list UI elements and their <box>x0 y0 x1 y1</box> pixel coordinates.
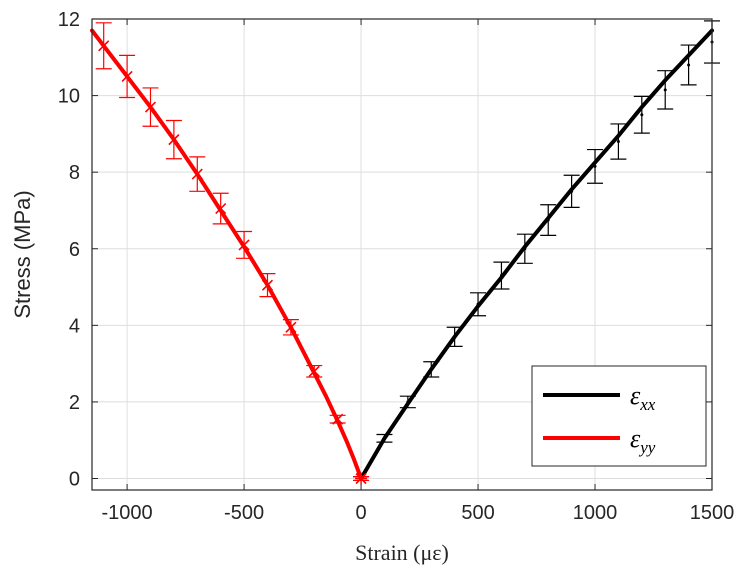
legend-subscript: yy <box>638 438 656 457</box>
x-tick-label: 500 <box>461 502 494 524</box>
data-point <box>98 40 110 52</box>
data-point <box>238 239 250 251</box>
data-point <box>261 279 274 291</box>
data-point <box>476 302 480 306</box>
data-point <box>168 134 180 146</box>
x-tick-label: 1000 <box>573 502 618 524</box>
y-tick-label: 6 <box>69 239 80 261</box>
data-point <box>285 321 297 333</box>
y-tick-label: 0 <box>69 469 80 491</box>
series-line <box>90 28 364 481</box>
tick-marks <box>92 18 713 490</box>
series-1 <box>90 22 370 485</box>
data-point <box>144 101 157 113</box>
legend-box <box>531 365 707 467</box>
y-tick-label: 4 <box>69 315 80 337</box>
y-tick-label: 8 <box>69 162 80 184</box>
data-point <box>332 413 344 425</box>
x-axis-label: Strain (με) <box>355 540 449 565</box>
data-point <box>593 164 597 168</box>
data-point <box>687 63 691 67</box>
data-point <box>640 113 644 117</box>
data-point <box>546 218 550 222</box>
legend-label: εxx <box>630 381 656 414</box>
series-line <box>359 28 714 481</box>
origin-marker <box>355 472 368 485</box>
series-layer <box>90 20 720 485</box>
x-tick-label: 0 <box>355 502 366 524</box>
data-point <box>406 400 410 404</box>
axes-box <box>91 18 713 491</box>
y-tick-label: 10 <box>58 86 80 108</box>
data-point <box>453 335 457 339</box>
data-point <box>215 202 227 215</box>
x-tick-label: -500 <box>224 502 264 524</box>
tick-labels: -1000 -500 0 500 1000 1500 0 2 4 6 8 10 12 <box>58 9 735 524</box>
y-axis-label: Stress (MPa) <box>10 190 35 318</box>
legend-subscript: xx <box>639 395 656 414</box>
data-point <box>382 436 386 440</box>
data-point <box>308 365 320 377</box>
data-point <box>121 70 133 83</box>
x-tick-label: -1000 <box>102 502 153 524</box>
data-point <box>523 247 527 251</box>
x-tick-label: 1500 <box>690 502 735 524</box>
legend-symbol: ε <box>630 381 641 410</box>
data-point <box>570 189 574 193</box>
data-point <box>499 274 503 278</box>
y-tick-label: 12 <box>58 9 80 31</box>
data-point <box>429 367 433 371</box>
y-tick-label: 2 <box>69 392 80 414</box>
data-point <box>616 140 620 144</box>
legend-symbol: ε <box>630 424 641 453</box>
data-point <box>663 88 667 92</box>
data-point <box>191 168 203 180</box>
legend-label: εyy <box>630 424 656 457</box>
